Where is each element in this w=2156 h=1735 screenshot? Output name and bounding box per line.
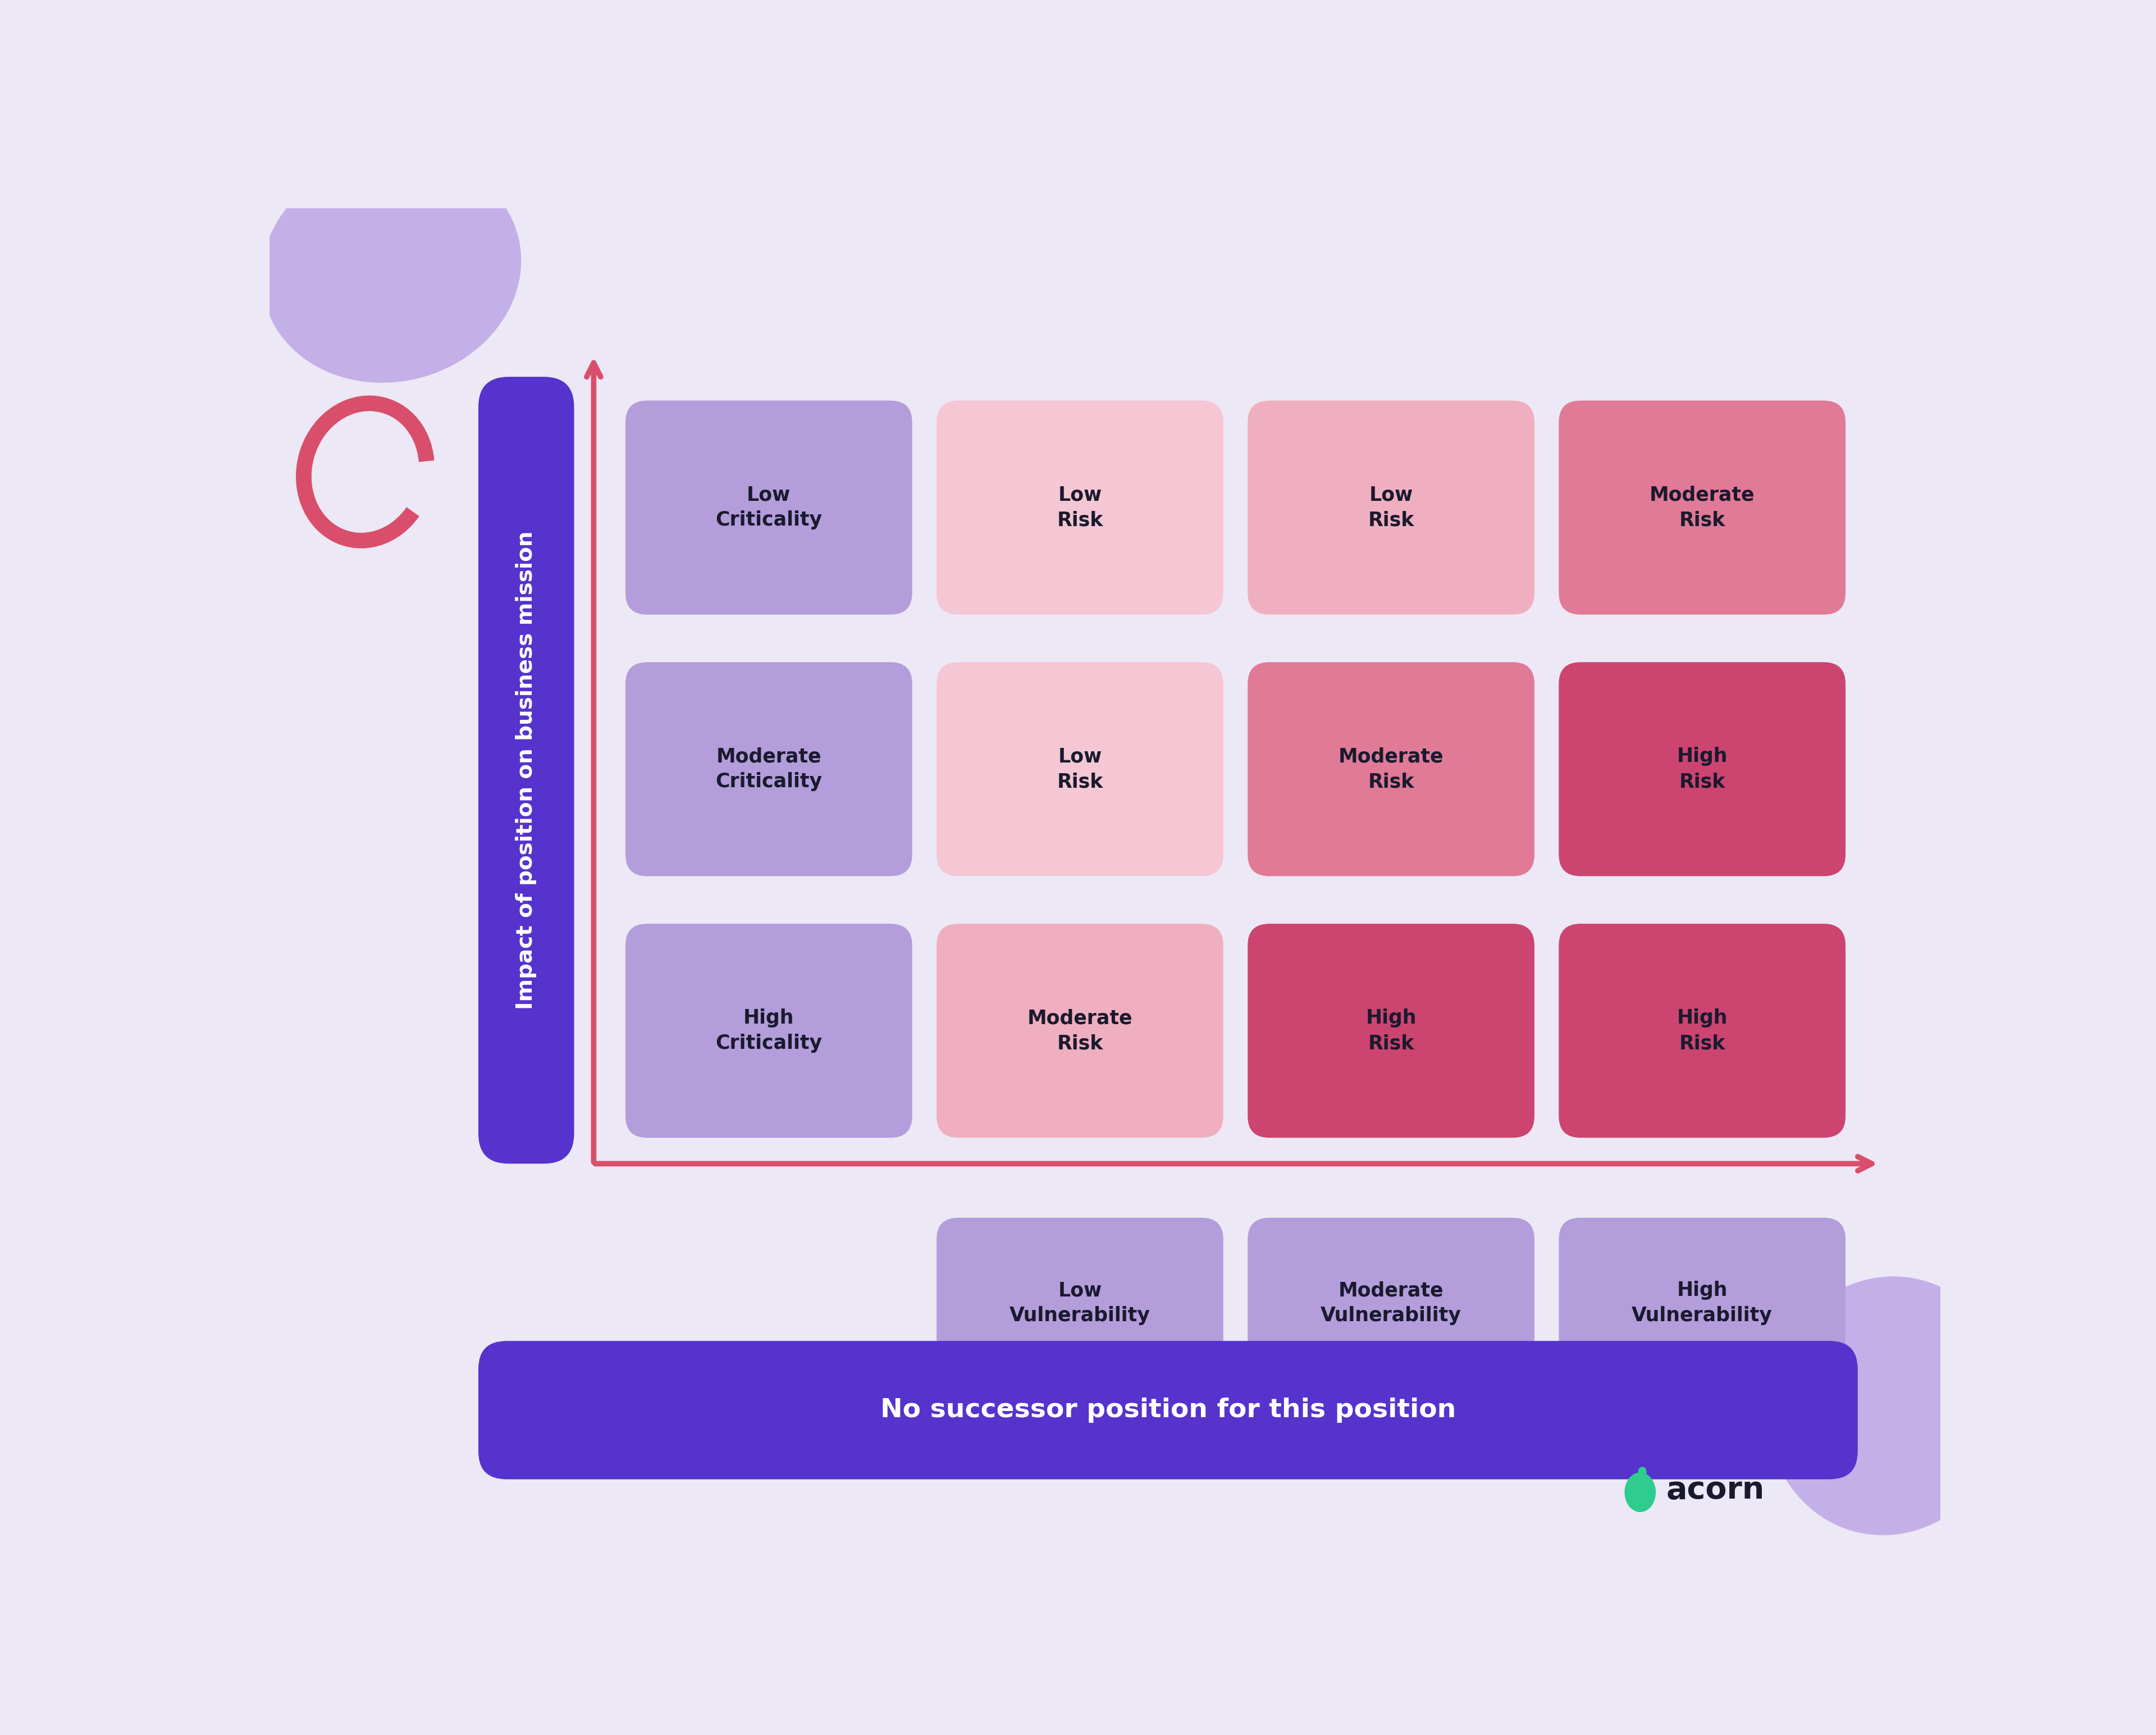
Text: Low
Risk: Low Risk: [1367, 486, 1414, 529]
Ellipse shape: [261, 154, 522, 382]
Text: No successor position for this position: No successor position for this position: [880, 1397, 1455, 1423]
Text: Moderate
Risk: Moderate Risk: [1339, 748, 1445, 791]
Text: Low
Risk: Low Risk: [1056, 486, 1104, 529]
Ellipse shape: [1768, 1277, 2009, 1535]
Text: Low
Risk: Low Risk: [1056, 748, 1104, 791]
FancyBboxPatch shape: [479, 1341, 1858, 1480]
FancyBboxPatch shape: [1248, 663, 1535, 876]
FancyBboxPatch shape: [1248, 401, 1535, 614]
Text: High
Risk: High Risk: [1677, 748, 1727, 791]
FancyBboxPatch shape: [936, 923, 1222, 1138]
FancyBboxPatch shape: [936, 401, 1222, 614]
FancyBboxPatch shape: [936, 663, 1222, 876]
Text: Impact of position on business mission: Impact of position on business mission: [515, 531, 537, 1010]
FancyBboxPatch shape: [1559, 663, 1846, 876]
Text: Low
Criticality: Low Criticality: [716, 486, 821, 529]
Text: High
Criticality: High Criticality: [716, 1008, 821, 1053]
Text: Moderate
Vulnerability: Moderate Vulnerability: [1322, 1280, 1462, 1326]
Text: High
Risk: High Risk: [1677, 1008, 1727, 1053]
FancyBboxPatch shape: [1559, 923, 1846, 1138]
FancyBboxPatch shape: [1248, 923, 1535, 1138]
FancyBboxPatch shape: [1559, 401, 1846, 614]
FancyBboxPatch shape: [936, 1218, 1222, 1388]
FancyBboxPatch shape: [625, 663, 912, 876]
FancyBboxPatch shape: [1559, 1218, 1846, 1388]
FancyBboxPatch shape: [479, 376, 573, 1164]
FancyBboxPatch shape: [625, 401, 912, 614]
Text: acorn: acorn: [1667, 1475, 1766, 1506]
Ellipse shape: [1639, 1468, 1647, 1476]
Text: High
Risk: High Risk: [1365, 1008, 1416, 1053]
Text: Moderate
Criticality: Moderate Criticality: [716, 748, 821, 791]
Text: Moderate
Risk: Moderate Risk: [1649, 486, 1755, 529]
Ellipse shape: [1626, 1473, 1656, 1511]
Text: High
Vulnerability: High Vulnerability: [1632, 1280, 1772, 1326]
Text: Moderate
Risk: Moderate Risk: [1026, 1008, 1132, 1053]
FancyBboxPatch shape: [1248, 1218, 1535, 1388]
FancyBboxPatch shape: [625, 923, 912, 1138]
Text: Low
Vulnerability: Low Vulnerability: [1009, 1280, 1151, 1326]
